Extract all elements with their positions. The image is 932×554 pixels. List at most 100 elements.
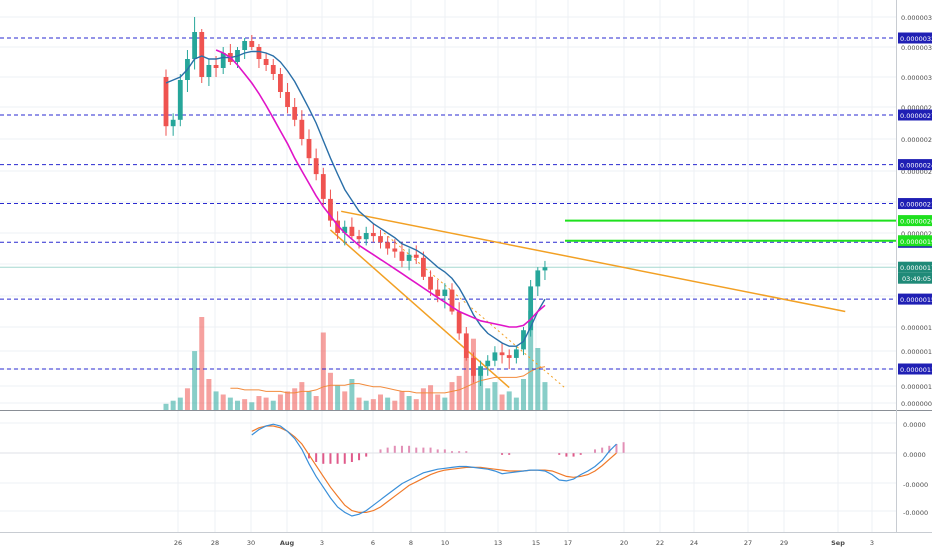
volume-bar xyxy=(528,310,534,410)
time-tick-label: 28 xyxy=(211,539,219,547)
volume-bar xyxy=(542,382,548,410)
volume-bar xyxy=(349,379,355,410)
volume-bar xyxy=(263,397,269,410)
candle-body xyxy=(385,242,391,249)
macd-histogram-bar xyxy=(322,453,325,464)
time-tick-label: 22 xyxy=(656,539,664,547)
volume-bar xyxy=(184,388,190,410)
level-badge-label: 0.00000112 xyxy=(900,366,932,374)
price-tick-label: 0.00000320 xyxy=(901,44,932,52)
level-badge: 0.00000244 xyxy=(898,159,932,171)
volume-bar xyxy=(163,403,169,410)
volume-bar xyxy=(385,397,391,410)
volume-bars xyxy=(163,310,548,410)
volume-bar xyxy=(378,394,383,410)
time-tick-label: 8 xyxy=(409,539,413,547)
support-resistance-levels xyxy=(0,37,896,370)
macd-histogram-bar xyxy=(343,453,346,464)
macd-histogram-bar xyxy=(429,447,432,453)
time-tick-label: 29 xyxy=(780,539,788,547)
trendline xyxy=(329,229,510,389)
volume-bar xyxy=(327,372,333,410)
macd-line xyxy=(251,423,617,517)
candle-body xyxy=(306,139,312,159)
volume-bar xyxy=(363,400,369,410)
candle-body xyxy=(342,226,348,233)
volume-bar xyxy=(535,348,541,410)
trendline-dotted xyxy=(383,232,567,390)
volume-bar xyxy=(192,351,198,410)
countdown-badge: 03:49:05 xyxy=(898,272,932,284)
level-badge: 0.00000275 xyxy=(898,109,932,121)
countdown-bg xyxy=(898,272,932,284)
candle-body xyxy=(428,276,433,290)
candle-body xyxy=(192,32,197,59)
candle-body xyxy=(320,174,326,199)
macd-histogram-bar xyxy=(608,445,611,453)
candle-body xyxy=(335,220,340,233)
macd-histogram-bar xyxy=(501,453,504,455)
candle-body xyxy=(421,257,426,277)
target-badge-bg xyxy=(898,235,932,247)
candle-body xyxy=(478,366,483,376)
macd-histogram-bar xyxy=(594,449,596,453)
macd-histogram-bar xyxy=(579,453,582,455)
volume-bar xyxy=(313,396,319,410)
time-tick-label: 17 xyxy=(564,539,572,547)
time-tick-label: 20 xyxy=(620,539,628,547)
volume-bar xyxy=(299,382,305,410)
price-tick-label: 0.00000340 xyxy=(901,14,932,22)
price-tick-label: 0.00000125 xyxy=(901,348,932,356)
volume-bar xyxy=(406,396,412,410)
time-tick-label: 6 xyxy=(371,539,375,547)
target-badge-label: 0.00000195 xyxy=(900,238,932,246)
level-badge: 0.00000219 xyxy=(898,198,932,210)
macd-histogram-bar xyxy=(572,453,575,457)
macd-histogram-bar xyxy=(565,453,568,457)
volume-bar xyxy=(277,394,283,410)
candle-body xyxy=(199,32,205,77)
time-tick-label: Sep xyxy=(831,539,845,547)
macd-histogram-bar xyxy=(422,447,425,453)
volume-bar xyxy=(227,397,233,410)
time-tick-label: Aug xyxy=(280,539,295,547)
trendlines xyxy=(329,210,846,390)
candle-body xyxy=(299,119,305,139)
volume-bar xyxy=(235,400,240,410)
volume-bar xyxy=(370,399,376,410)
target-badge-label: 0.00000208 xyxy=(900,218,932,226)
candle-body xyxy=(378,236,383,243)
macd-histogram-bar xyxy=(393,445,396,453)
candle-body xyxy=(249,41,255,47)
price-tick-label: 0.00000240 xyxy=(901,168,932,176)
volume-bar xyxy=(392,400,398,410)
candle-body xyxy=(363,233,369,240)
volume-bar xyxy=(213,391,219,410)
candle-body xyxy=(220,53,226,68)
volume-bar xyxy=(170,400,176,410)
volume-bar xyxy=(521,379,526,410)
volume-bar xyxy=(506,391,512,410)
candle-body xyxy=(356,236,362,240)
target-badge-bg xyxy=(898,215,932,227)
macd-histogram xyxy=(308,442,625,464)
volume-bar xyxy=(342,391,348,410)
volume-bar xyxy=(492,382,498,410)
level-badge-label: 0.00000158 xyxy=(900,296,932,304)
volume-bar xyxy=(242,399,248,410)
volume-bar xyxy=(199,317,205,410)
volume-bar xyxy=(513,397,519,410)
level-badge-label: 0.00000326 xyxy=(900,35,932,43)
candle-body xyxy=(542,267,548,271)
current-price-badge-bg xyxy=(898,261,932,273)
candle-body xyxy=(163,77,169,127)
macd-histogram-bar xyxy=(508,453,511,455)
level-badge-bg xyxy=(898,363,932,375)
candle-body xyxy=(313,158,319,175)
countdown-label: 03:49:05 xyxy=(902,275,931,283)
price-tick-label: 0.00000140 xyxy=(901,324,932,332)
time-tick-label: 27 xyxy=(744,539,752,547)
macd-histogram-bar xyxy=(315,453,318,462)
